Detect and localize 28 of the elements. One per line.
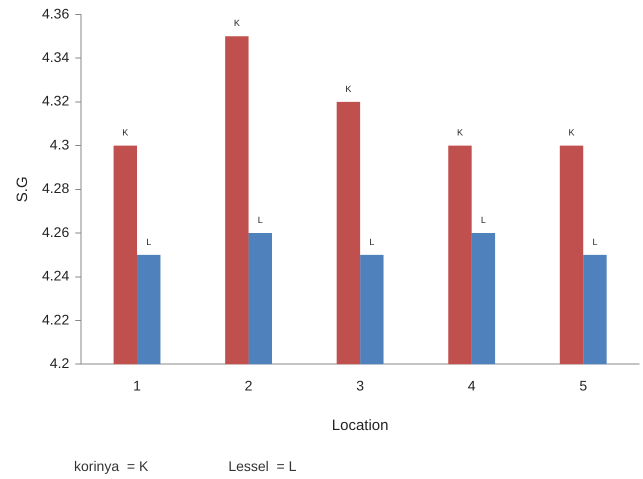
data-label: K: [568, 128, 575, 138]
y-axis-title: S.G: [14, 176, 32, 202]
data-label: K: [345, 84, 352, 94]
data-label: K: [456, 128, 463, 138]
y-tick-label: 4.26: [42, 224, 70, 240]
y-tick-label: 4.2: [50, 355, 70, 372]
x-tick-label: 3: [356, 377, 364, 394]
y-tick-label: 4.28: [42, 180, 70, 196]
x-axis-title: Location: [332, 417, 388, 434]
data-label: L: [480, 215, 486, 226]
y-tick-label: 4.3: [50, 136, 70, 152]
y-tick-label: 4.22: [42, 311, 70, 328]
x-tick-label: 2: [244, 377, 253, 394]
x-tick-label: 4: [468, 377, 476, 394]
y-tick-label: 4.34: [42, 48, 70, 65]
x-tick-label: 1: [133, 377, 142, 394]
y-tick-label: 4.24: [42, 268, 70, 284]
data-label: K: [122, 128, 128, 138]
text: korinya = K: [74, 458, 149, 474]
y-tick-label: 4.36: [42, 5, 70, 22]
x-tick-label: 5: [579, 377, 588, 394]
data-label: L: [592, 236, 598, 247]
data-label: K: [234, 18, 240, 28]
data-label: L: [146, 236, 152, 247]
data-label: L: [258, 215, 263, 226]
text: Lessel = L: [228, 458, 297, 474]
y-tick-label: 4.32: [42, 92, 70, 109]
data-label: L: [369, 236, 374, 247]
